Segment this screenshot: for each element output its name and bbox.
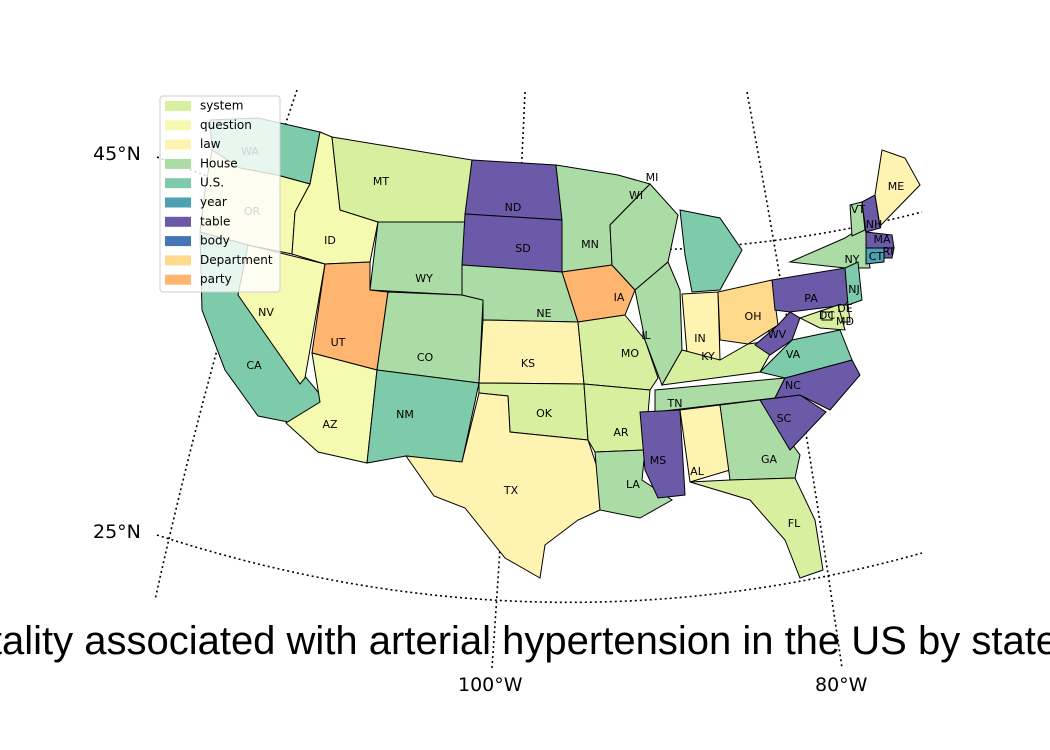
state-label-nv: NV (258, 306, 274, 319)
state-label-mi: MI (646, 171, 659, 184)
state-label-dc: DC (819, 309, 835, 322)
state-label-wv: WV (768, 328, 787, 341)
state-dc (821, 311, 833, 321)
legend-label: law (200, 137, 221, 151)
state-label-nh: NH (866, 218, 883, 231)
state-label-al: AL (690, 465, 705, 478)
lat-label-25n: 25°N (93, 521, 141, 543)
legend-label: system (200, 99, 243, 113)
state-label-tn: TN (667, 397, 683, 410)
legend-swatch (165, 236, 191, 247)
lat-label-45n: 45°N (93, 143, 141, 165)
state-mi (679, 209, 743, 293)
state-labels-layer: WAORCANVIDMTWYUTAZCONMNDSDNEKSOKTXMNIAMO… (241, 145, 904, 530)
lon-label-100w: 100°W (458, 674, 523, 696)
state-label-co: CO (417, 351, 434, 364)
legend-swatch (165, 216, 191, 227)
state-label-wy: WY (415, 272, 433, 285)
state-label-nm: NM (396, 408, 414, 421)
state-label-ks: KS (521, 357, 535, 370)
legend-swatch (165, 101, 191, 111)
legend-label: year (200, 195, 227, 209)
state-nm (366, 369, 480, 464)
state-me (874, 149, 921, 228)
state-label-ga: GA (761, 453, 778, 466)
state-label-mt: MT (373, 175, 389, 188)
state-label-ut: UT (331, 336, 346, 349)
state-label-sd: SD (515, 242, 530, 255)
legend-swatch (165, 274, 191, 285)
state-label-ne: NE (536, 307, 551, 320)
state-mt (331, 136, 473, 223)
state-ks (478, 319, 585, 385)
state-ia (561, 264, 636, 323)
state-label-oh: OH (745, 310, 762, 323)
legend-label: table (200, 214, 230, 228)
legend-swatch (165, 255, 191, 266)
state-ct (865, 247, 885, 265)
legend-swatch (165, 178, 191, 189)
state-oh (717, 279, 779, 345)
state-label-ok: OK (536, 407, 553, 420)
state-label-va: VA (786, 348, 801, 361)
state-sd (461, 213, 563, 273)
state-label-ia: IA (614, 291, 625, 304)
state-label-id: ID (324, 234, 336, 247)
legend-label: body (200, 234, 230, 248)
state-va (759, 329, 853, 379)
state-label-ky: KY (701, 350, 715, 363)
legend-label: House (200, 156, 238, 170)
state-label-de: DE (837, 302, 852, 315)
state-label-ma: MA (873, 233, 890, 246)
state-ms (639, 409, 686, 499)
state-nj (844, 261, 863, 306)
state-ga (719, 399, 801, 481)
state-label-pa: PA (804, 292, 818, 305)
state-id (291, 131, 379, 265)
state-label-il: IL (641, 329, 651, 342)
state-label-md: MD (836, 315, 854, 328)
state-label-nd: ND (505, 201, 522, 214)
state-label-nc: NC (785, 379, 801, 392)
state-vt (849, 201, 866, 237)
state-label-ar: AR (613, 426, 629, 439)
state-label-mo: MO (621, 347, 639, 360)
state-label-wi: WI (629, 189, 643, 202)
state-label-ri: RI (883, 245, 894, 258)
state-fl (689, 477, 824, 579)
legend-swatch (165, 197, 191, 208)
lon-label-80w: 80°W (815, 674, 868, 696)
state-label-az: AZ (322, 418, 338, 431)
state-label-ms: MS (650, 454, 666, 467)
state-label-in: IN (694, 332, 705, 345)
legend-label: question (200, 118, 252, 132)
meridian-80w (746, 91, 843, 669)
state-label-tx: TX (503, 484, 519, 497)
legend-swatch (165, 139, 191, 150)
state-label-fl: FL (788, 517, 801, 530)
legend-label: U.S. (200, 176, 224, 190)
state-co (376, 291, 484, 384)
state-label-la: LA (626, 478, 640, 491)
state-nh (861, 194, 881, 233)
state-label-nj: NJ (848, 283, 859, 296)
legend-label: Department (200, 253, 273, 267)
state-label-ca: CA (246, 359, 262, 372)
legend-label: party (200, 272, 232, 286)
state-label-ct: CT (869, 250, 884, 263)
legend: system question law House U.S. year table body D… (159, 95, 281, 293)
legend-swatch (165, 158, 191, 169)
state-label-sc: SC (777, 412, 792, 425)
state-label-me: ME (888, 180, 904, 193)
state-label-mn: MN (581, 238, 599, 251)
state-label-ny: NY (845, 253, 860, 266)
states-layer (199, 117, 921, 579)
state-label-vt: VT (851, 203, 866, 216)
legend-swatch (165, 120, 191, 131)
map-title: Mortality associated with arterial hyper… (0, 619, 1050, 663)
